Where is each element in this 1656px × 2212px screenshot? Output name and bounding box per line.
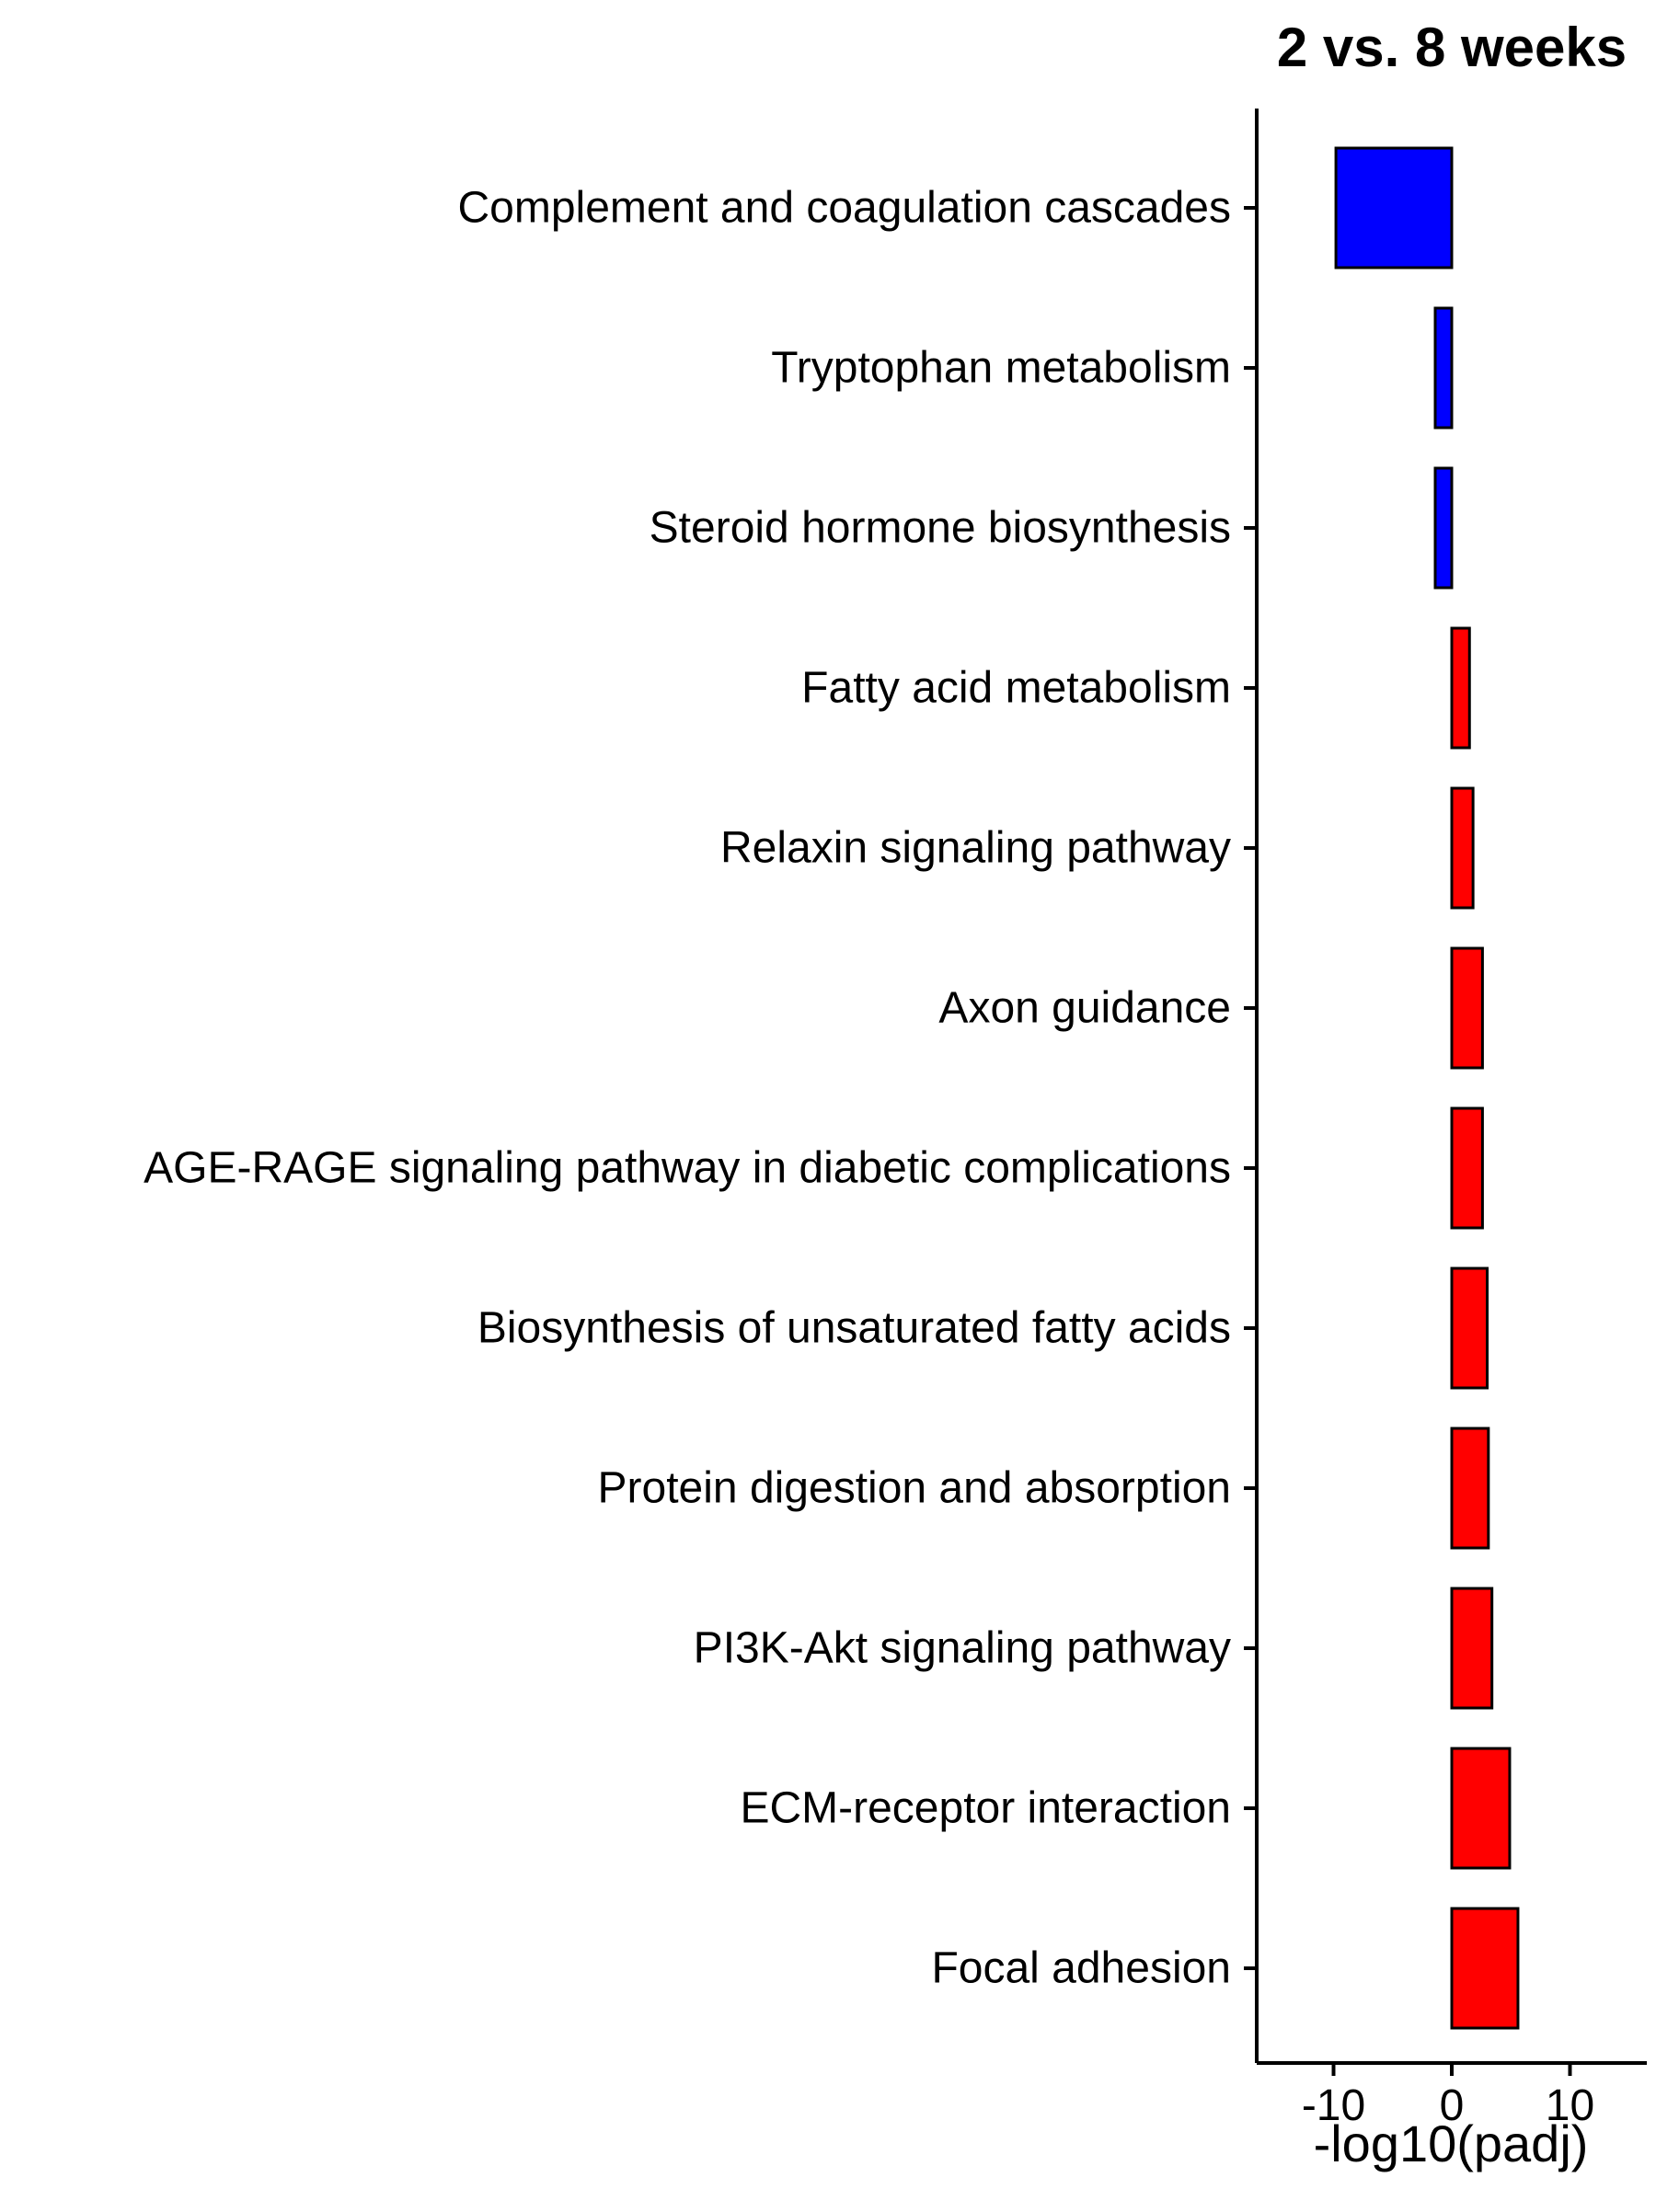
category-label: Fatty acid metabolism (801, 664, 1231, 713)
bar (1450, 946, 1484, 1070)
category-label: Steroid hormone biosynthesis (650, 504, 1231, 553)
bar (1433, 306, 1454, 430)
bar (1450, 1747, 1512, 1870)
bars-layer (1334, 146, 1520, 2030)
category-labels: Complement and coagulation cascades Trypt… (144, 184, 1231, 1993)
category-label: ECM-receptor interaction (740, 1784, 1231, 1833)
category-label: AGE-RAGE signaling pathway in diabetic c… (144, 1144, 1231, 1193)
category-label: Protein digestion and absorption (598, 1464, 1231, 1513)
x-tick-label: 0 (1440, 2081, 1465, 2130)
bar (1450, 1907, 1520, 2030)
category-label: Focal adhesion (931, 1944, 1231, 1993)
x-axis-title: -log10(padj) (1314, 2115, 1589, 2172)
bar (1450, 786, 1475, 910)
bar (1450, 626, 1471, 750)
category-label: Complement and coagulation cascades (457, 184, 1231, 233)
bar (1450, 1427, 1490, 1550)
bar (1450, 1106, 1484, 1230)
category-label: Relaxin signaling pathway (720, 824, 1231, 873)
bar (1450, 1587, 1494, 1710)
x-tick-label: -10 (1302, 2081, 1365, 2130)
chart-title: 2 vs. 8 weeks (1277, 17, 1627, 78)
category-label: Tryptophan metabolism (771, 344, 1231, 393)
x-tick-labels: -10 0 10 (1302, 2081, 1594, 2130)
bar (1433, 466, 1454, 590)
x-tick-label: 10 (1546, 2081, 1594, 2130)
category-label: Axon guidance (938, 984, 1231, 1033)
bar (1450, 1266, 1489, 1390)
bar (1334, 146, 1454, 269)
category-label: PI3K-Akt signaling pathway (694, 1624, 1231, 1673)
category-label: Biosynthesis of unsaturated fatty acids (477, 1304, 1231, 1353)
axes-layer (1244, 109, 1647, 2076)
